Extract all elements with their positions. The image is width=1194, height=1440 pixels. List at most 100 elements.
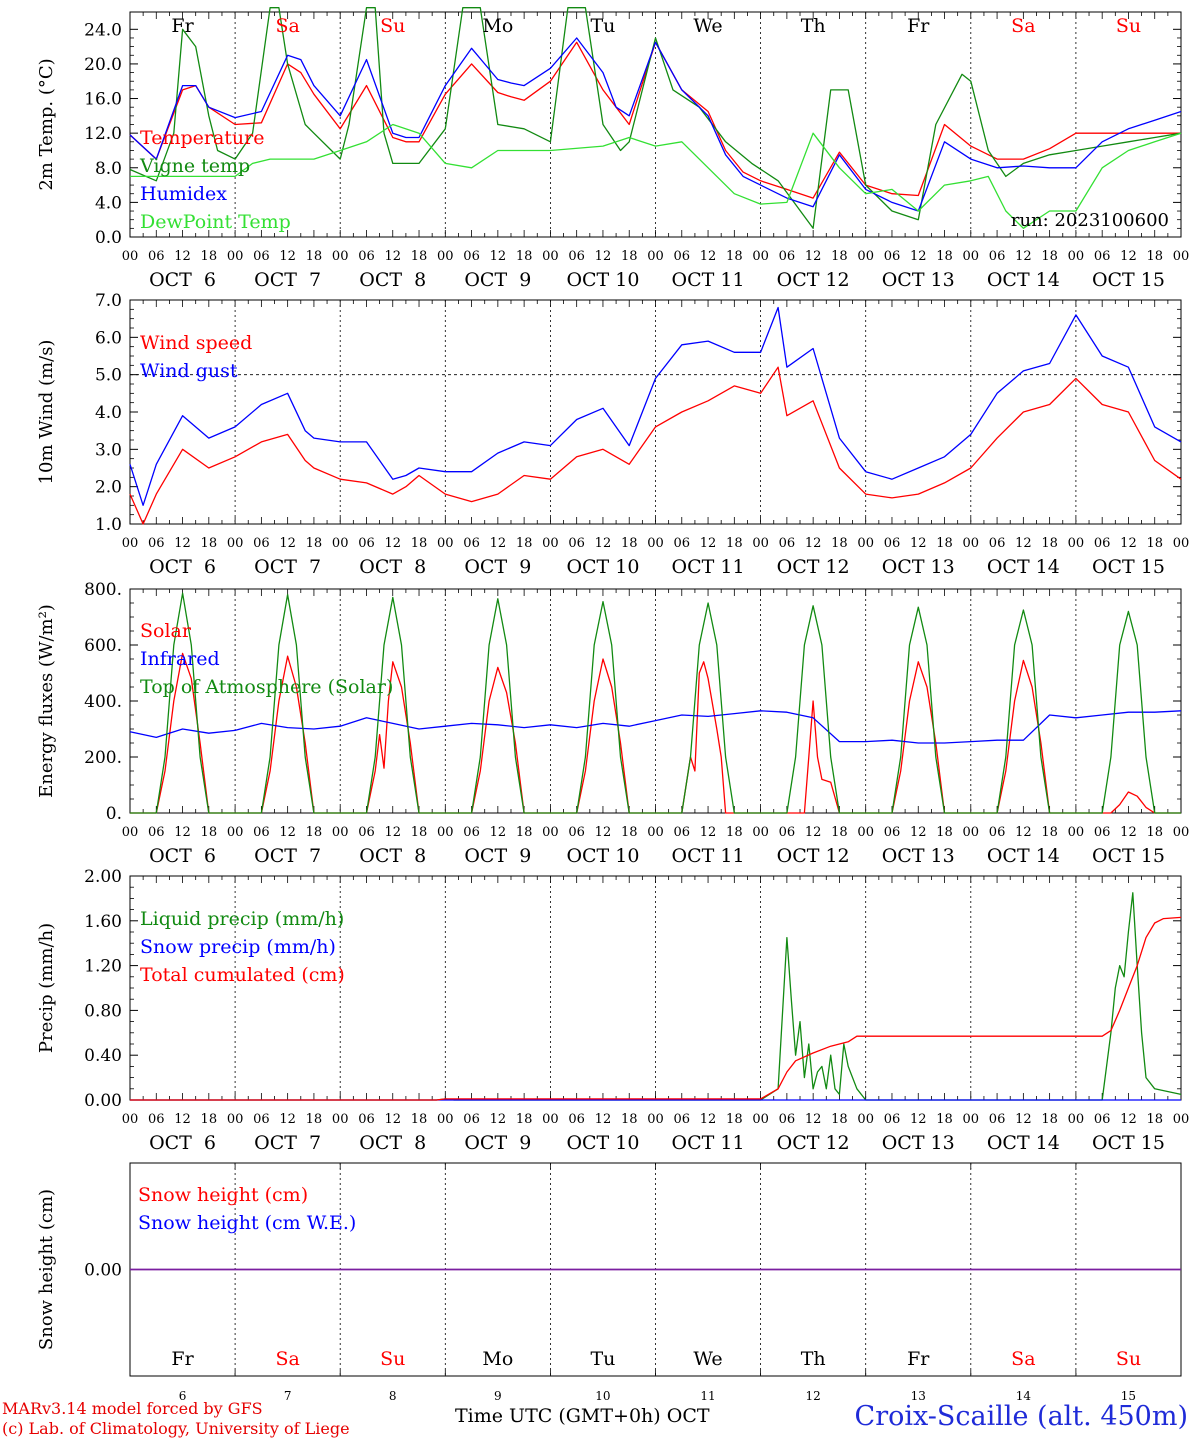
legend-entry: Snow height (cm) (138, 1184, 308, 1206)
y-tick-label: 0.00 (84, 1261, 122, 1281)
date-label: OCT 7 (254, 845, 321, 867)
hour-label: 12 (1015, 536, 1032, 551)
hour-label: 00 (963, 1112, 980, 1127)
weekday-label: Tu (590, 15, 615, 37)
hour-label: 06 (779, 249, 796, 264)
hour-label: 06 (1094, 825, 1111, 840)
weekday-label: We (693, 1348, 722, 1370)
hour-label: 18 (306, 825, 323, 840)
panel-4: 0.00 0.40 0.80 1.20 1.60 2.00 Precip (mm/h) Liq… (36, 867, 1189, 1154)
date-label: OCT 10 (566, 556, 639, 578)
hour-label: 00 (437, 249, 454, 264)
hour-label: 12 (1120, 536, 1137, 551)
hour-label: 00 (122, 249, 139, 264)
hour-label: 00 (437, 825, 454, 840)
y-tick-label: 5.0 (95, 366, 122, 386)
date-label: OCT 15 (1092, 556, 1165, 578)
date-label: OCT 14 (987, 1132, 1060, 1154)
hour-label: 18 (411, 536, 428, 551)
hour-label: 00 (542, 536, 559, 551)
hour-label: 12 (174, 536, 191, 551)
day-number-label: 12 (806, 1389, 821, 1400)
date-label: OCT 12 (777, 556, 850, 578)
series-line-humidex (129, 37, 1182, 212)
weekday-label: Th (801, 15, 826, 37)
hour-label: 00 (122, 1112, 139, 1127)
model-credit-line1: MARv3.14 model forced by GFS (2, 1399, 263, 1418)
hour-label: 06 (989, 249, 1006, 264)
legend-entry: Snow precip (mm/h) (140, 936, 336, 958)
hour-label: 06 (358, 249, 375, 264)
hour-label: 00 (963, 536, 980, 551)
series-line-dewpoint-temp (130, 123, 1182, 229)
hour-label: 06 (463, 1112, 480, 1127)
date-label: OCT 7 (254, 556, 321, 578)
hour-label: 18 (1146, 1112, 1163, 1127)
panel-3: 0. 200. 400. 600. 800. Energy fluxes (W/m²) So… (36, 580, 1189, 867)
y-tick-label: 20.0 (84, 55, 122, 75)
hour-label: 00 (1068, 825, 1085, 840)
weekday-label: Su (380, 15, 405, 37)
legend-entry: Liquid precip (mm/h) (140, 908, 344, 930)
series-line-liquid-precip-mm-h (130, 892, 1182, 1101)
date-label: OCT 10 (566, 269, 639, 291)
hour-label: 18 (306, 249, 323, 264)
weekday-label: Su (1116, 1348, 1141, 1370)
hour-label: 12 (1015, 249, 1032, 264)
hour-label: 06 (884, 1112, 901, 1127)
hour-label: 00 (332, 1112, 349, 1127)
hour-label: 18 (726, 825, 743, 840)
hour-label: 18 (621, 536, 638, 551)
hour-label: 18 (1146, 536, 1163, 551)
date-label: OCT 6 (149, 845, 216, 867)
series-line-wind-speed (129, 366, 1182, 525)
date-label: OCT 10 (566, 845, 639, 867)
hour-label: 06 (568, 249, 585, 264)
day-number-label: 7 (284, 1389, 292, 1400)
hour-label: 00 (1068, 1112, 1085, 1127)
hour-label: 00 (647, 1112, 664, 1127)
date-label: OCT 13 (882, 269, 955, 291)
hour-label: 18 (726, 1112, 743, 1127)
panel-5: 0.00 Snow height (cm) Snow height (cm) Snow… (36, 1162, 1182, 1400)
hour-label: 06 (884, 825, 901, 840)
series-line-infrared (129, 710, 1182, 744)
weekday-label: Su (380, 1348, 405, 1370)
hour-label: 12 (174, 825, 191, 840)
y-tick-label: 2.00 (84, 867, 122, 887)
date-label: OCT 15 (1092, 1132, 1165, 1154)
legend-entry: Top of Atmosphere (Solar) (140, 676, 393, 698)
y-tick-label: 0. (106, 804, 122, 824)
y-tick-label: 400. (84, 692, 122, 712)
day-number-label: 10 (595, 1389, 610, 1400)
weekday-label: Fr (171, 1348, 194, 1370)
station-name: Croix-Scaille (alt. 450m) (854, 1401, 1188, 1432)
hour-label: 00 (647, 536, 664, 551)
hour-label: 18 (411, 249, 428, 264)
hour-label: 06 (674, 825, 691, 840)
legend-entry: Humidex (140, 183, 227, 205)
hour-label: 12 (910, 249, 927, 264)
hour-label: 18 (516, 825, 533, 840)
hour-label: 12 (910, 536, 927, 551)
hour-label: 00 (752, 1112, 769, 1127)
y-tick-label: 8.0 (95, 159, 122, 179)
y-tick-label: 600. (84, 636, 122, 656)
hour-label: 18 (936, 249, 953, 264)
hour-label: 18 (411, 825, 428, 840)
y-tick-label: 0.0 (95, 228, 122, 248)
date-label: OCT 8 (359, 845, 426, 867)
hour-label: 06 (1094, 249, 1111, 264)
hour-label: 18 (516, 249, 533, 264)
date-label: OCT 11 (672, 269, 745, 291)
hour-label: 00 (227, 1112, 244, 1127)
series-line-total-cumulated-cm (130, 916, 1182, 1101)
hour-label: 12 (595, 1112, 612, 1127)
date-label: OCT 8 (359, 269, 426, 291)
hour-label: 00 (1068, 536, 1085, 551)
hour-label: 18 (726, 536, 743, 551)
run-annotation: run: 2023100600 (1011, 210, 1169, 231)
legend-entry: Vigne temp (139, 155, 250, 177)
hour-label: 18 (306, 1112, 323, 1127)
date-label: OCT 14 (987, 845, 1060, 867)
